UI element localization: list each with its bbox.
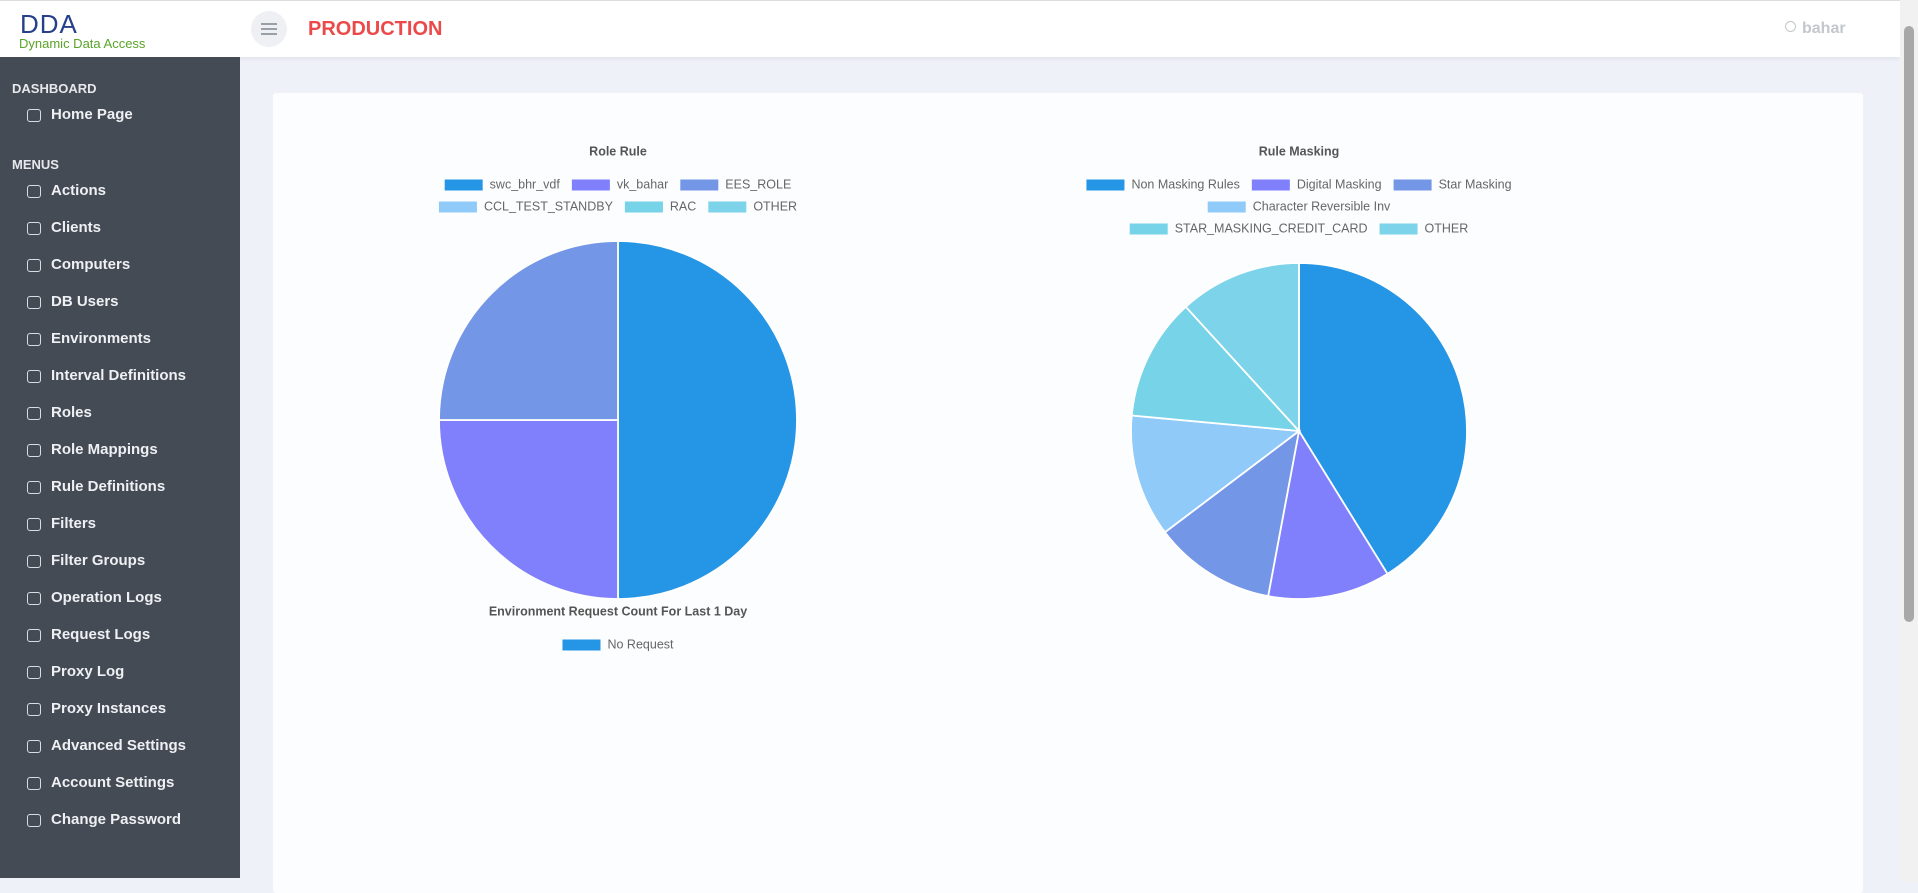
legend-label: STAR_MASKING_CREDIT_CARD <box>1175 221 1368 235</box>
legend-swatch <box>562 639 601 651</box>
menu-item[interactable]: Proxy Log <box>51 663 125 680</box>
section-title: MENUS <box>12 157 59 172</box>
scrollbar[interactable] <box>1900 0 1918 882</box>
pie-slice <box>1298 262 1468 576</box>
menu-item[interactable]: Filters <box>51 515 97 532</box>
menu-item[interactable]: Roles <box>51 404 92 421</box>
legend-swatch <box>1251 179 1290 191</box>
legend-label: vk_bahar <box>617 177 668 191</box>
legend-swatch <box>1379 223 1418 235</box>
menu-item[interactable]: Computers <box>51 256 131 273</box>
menu-icon <box>27 109 41 122</box>
menu-item[interactable]: Role Mappings <box>51 441 158 458</box>
menu-icon <box>27 814 41 827</box>
section-title: DASHBOARD <box>12 81 97 96</box>
menu-icon <box>27 407 41 420</box>
legend-swatch <box>1129 223 1168 235</box>
menu-icon <box>27 222 41 235</box>
menu-icon <box>27 629 41 642</box>
pie-slice <box>1130 305 1302 433</box>
pie-slice <box>1130 414 1302 534</box>
charts: Role Rule swc_bhr_vdf vk_bahar EES_ROLE CCL_… <box>438 144 1512 651</box>
legend-label: Character Reversible Inv <box>1253 199 1391 213</box>
pie-slice <box>1184 262 1300 434</box>
legend-label: OTHER <box>1425 221 1469 235</box>
menu-item[interactable]: Account Settings <box>51 774 175 791</box>
menu-item[interactable]: Interval Definitions <box>51 367 187 384</box>
legend-swatch <box>1393 179 1432 191</box>
legend-swatch <box>444 179 483 191</box>
environment-title: PRODUCTION <box>308 18 443 40</box>
menu-icon <box>27 666 41 679</box>
menu-icon <box>27 259 41 272</box>
chart-title: Rule Masking <box>1259 144 1340 158</box>
legend-label: EES_ROLE <box>725 177 791 191</box>
legend-label: Star Masking <box>1439 177 1512 191</box>
legend-swatch <box>708 201 747 213</box>
menu-icon <box>27 444 41 457</box>
legend-label: Non Masking Rules <box>1131 177 1239 191</box>
legend-swatch <box>680 179 719 191</box>
header: DDA Dynamic Data Access PRODUCTION bahar <box>0 0 1900 57</box>
menu-icon <box>27 703 41 716</box>
menu-item[interactable]: Clients <box>51 219 102 236</box>
menu-item[interactable]: Home Page <box>51 106 133 123</box>
menu-icon <box>27 370 41 383</box>
user-menu[interactable]: bahar <box>1802 20 1846 37</box>
legend-swatch <box>624 201 663 213</box>
menu-icon <box>27 518 41 531</box>
menu-icon <box>27 296 41 309</box>
menu-icon <box>27 185 41 198</box>
menu-toggle[interactable] <box>251 11 287 47</box>
menu-item[interactable]: Change Password <box>51 811 182 828</box>
pie-slice <box>438 419 619 600</box>
legend-label: swc_bhr_vdf <box>490 177 561 191</box>
pie-slice <box>1267 428 1389 600</box>
legend-swatch <box>1207 201 1246 213</box>
menu-item[interactable]: Filter Groups <box>51 552 146 569</box>
chart-title: Role Rule <box>589 144 647 158</box>
pie-slice <box>1163 428 1301 598</box>
sidebar: DASHBOARD Home Page MENUS Actions Clients Com… <box>0 57 240 878</box>
legend-swatch <box>1086 179 1125 191</box>
menu-item[interactable]: Environments <box>51 330 152 347</box>
legend-label: RAC <box>670 199 696 213</box>
legend-label: No Request <box>607 637 674 651</box>
menu-item[interactable]: DB Users <box>51 293 119 310</box>
pie-slice <box>438 240 619 421</box>
menu-icon <box>27 481 41 494</box>
legend-swatch <box>438 201 477 213</box>
legend-label: Digital Masking <box>1297 177 1382 191</box>
legend-swatch <box>571 179 610 191</box>
menu-icon <box>27 777 41 790</box>
pie-slice <box>617 240 798 600</box>
logo: DDA <box>20 9 78 39</box>
menu-icon <box>27 592 41 605</box>
menu-item[interactable]: Rule Definitions <box>51 478 166 495</box>
legend-label: CCL_TEST_STANDBY <box>484 199 614 213</box>
chart-title: Environment Request Count For Last 1 Day <box>489 604 747 618</box>
menu-item[interactable]: Request Logs <box>51 626 151 643</box>
logo-subtitle: Dynamic Data Access <box>19 36 146 51</box>
menu-item[interactable]: Proxy Instances <box>51 700 167 717</box>
menu-item[interactable]: Operation Logs <box>51 589 162 606</box>
dashboard-card: Role Rule swc_bhr_vdf vk_bahar EES_ROLE CCL_… <box>273 93 1863 893</box>
user-icon <box>1785 21 1796 32</box>
menu-item[interactable]: Actions <box>51 182 107 199</box>
menu-icon <box>27 740 41 753</box>
menu-icon <box>27 555 41 568</box>
menu-item[interactable]: Advanced Settings <box>51 737 187 754</box>
menu-icon <box>27 333 41 346</box>
legend-label: OTHER <box>753 199 797 213</box>
